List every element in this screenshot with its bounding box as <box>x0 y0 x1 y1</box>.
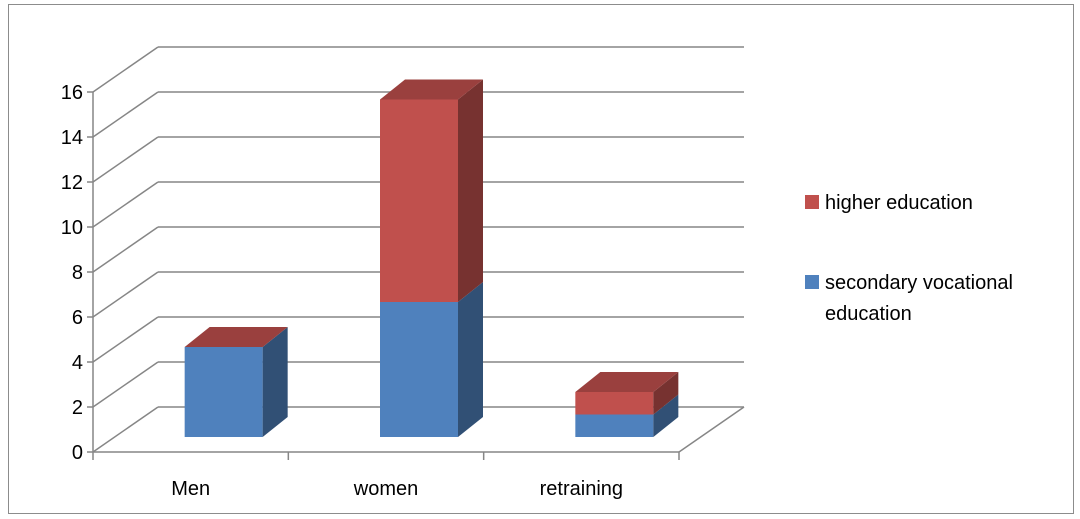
y-tick-label: 14 <box>61 127 83 149</box>
bar-side-women-0 <box>458 282 483 437</box>
bar-retraining-0 <box>575 414 654 437</box>
bar-side-retraining-1 <box>653 372 679 415</box>
bar-top-women <box>380 79 483 100</box>
y-tick-label: 0 <box>72 442 83 464</box>
bar-retraining-1 <box>575 392 654 415</box>
bar-top-men <box>184 327 288 347</box>
y-tick-label: 6 <box>72 307 83 329</box>
side-gridline-2 <box>92 361 159 408</box>
side-gridline-8 <box>92 226 159 273</box>
stacked-bar-chart-3d: 0 2 4 6 8 10 12 14 16 Men women retraining higher ed… <box>61 46 1013 500</box>
side-gridline-14 <box>92 91 159 138</box>
bar-women-0 <box>380 302 458 437</box>
side-gridline-12 <box>92 136 159 183</box>
category-label: retraining <box>540 478 623 500</box>
legend-swatch <box>805 195 819 209</box>
floor-right-edge <box>678 406 745 453</box>
y-tick-label: 2 <box>72 397 83 419</box>
side-gridline-6 <box>92 271 159 318</box>
bar-top-retraining <box>575 372 679 392</box>
category-label: women <box>353 478 418 500</box>
side-gridline-16 <box>92 46 159 93</box>
y-tick-label: 8 <box>72 262 83 284</box>
side-gridline-4 <box>92 316 159 363</box>
y-tick-label: 4 <box>72 352 83 374</box>
y-tick-label: 12 <box>61 172 83 194</box>
category-label: Men <box>171 478 210 500</box>
bar-men-0 <box>184 347 263 437</box>
legend-swatch <box>805 275 819 289</box>
y-tick-label: 10 <box>61 217 83 239</box>
y-tick-label: 16 <box>61 82 83 104</box>
bar-women-1 <box>380 99 458 302</box>
bar-side-retraining-0 <box>653 394 679 437</box>
side-gridline-0 <box>92 406 159 453</box>
legend-label: secondary vocational education <box>825 272 1013 325</box>
bar-side-women-1 <box>458 79 483 302</box>
chart-frame: 0 2 4 6 8 10 12 14 16 Men women retraining higher ed… <box>8 4 1074 514</box>
bar-side-men-0 <box>262 327 288 437</box>
side-gridline-10 <box>92 181 159 228</box>
legend-label: higher education <box>825 192 973 214</box>
